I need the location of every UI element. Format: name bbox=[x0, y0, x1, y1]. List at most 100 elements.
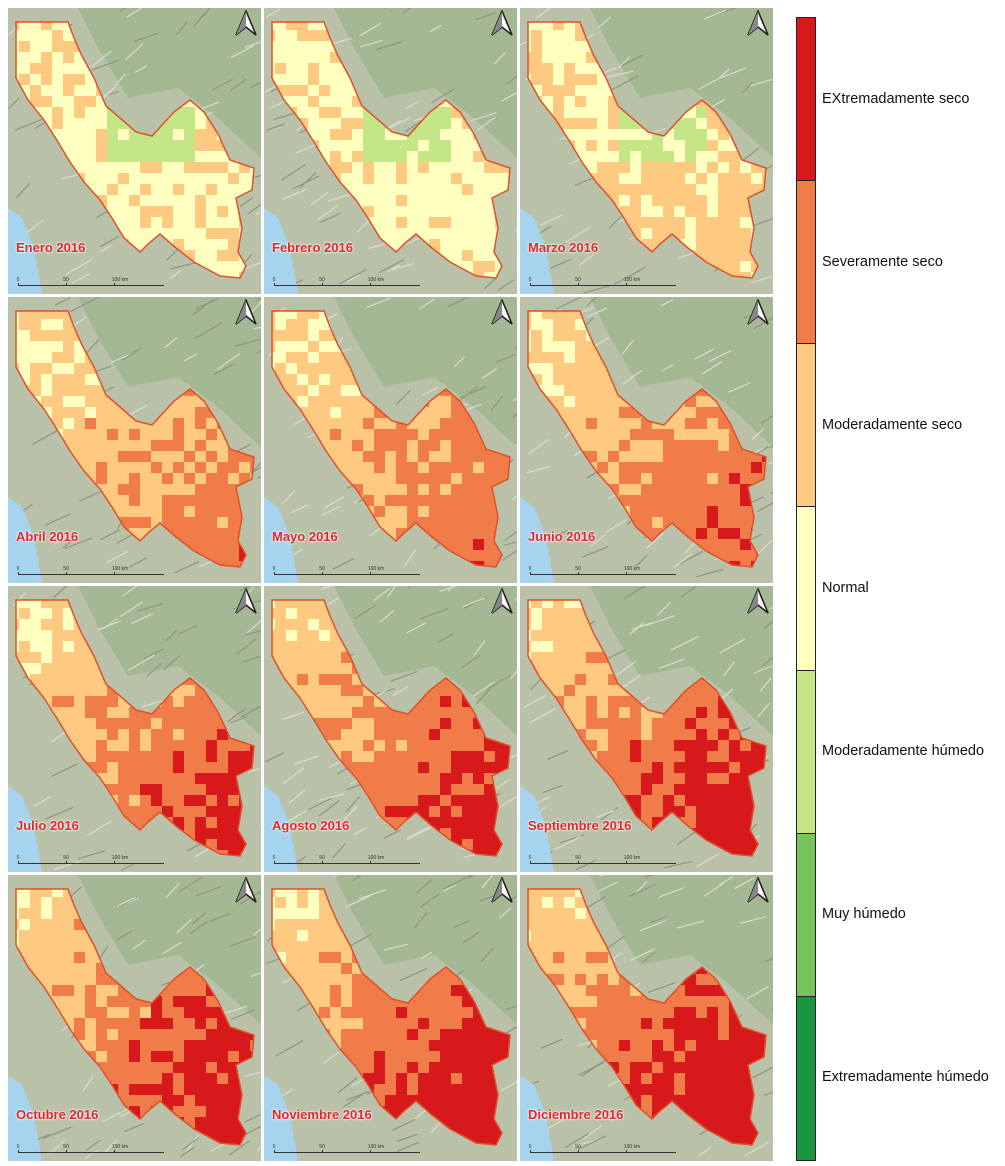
drought-cell bbox=[707, 250, 718, 261]
drought-cell bbox=[184, 107, 195, 118]
scale-tick bbox=[626, 283, 627, 286]
drought-cell bbox=[206, 206, 217, 217]
drought-cell bbox=[718, 462, 729, 473]
drought-cell bbox=[140, 762, 151, 773]
drought-cell bbox=[206, 129, 217, 140]
drought-cell bbox=[195, 517, 206, 528]
drought-cell bbox=[275, 85, 286, 96]
drought-cell bbox=[473, 440, 484, 451]
drought-cell bbox=[297, 652, 308, 663]
drought-cell bbox=[184, 817, 195, 828]
drought-cell bbox=[195, 539, 206, 550]
drought-cell bbox=[206, 473, 217, 484]
drought-cell bbox=[330, 352, 341, 363]
drought-cell bbox=[319, 52, 330, 63]
drought-cell bbox=[718, 239, 729, 250]
drought-cell bbox=[184, 118, 195, 129]
drought-cell bbox=[140, 817, 151, 828]
drought-cell bbox=[30, 608, 41, 619]
relief-line bbox=[437, 633, 454, 643]
drought-cell bbox=[96, 729, 107, 740]
drought-cell bbox=[608, 473, 619, 484]
drought-cell bbox=[228, 195, 239, 206]
panel-month-label: Enero 2016 bbox=[16, 240, 86, 255]
drought-cell bbox=[363, 429, 374, 440]
drought-cell bbox=[473, 462, 484, 473]
drought-cell bbox=[272, 352, 275, 363]
drought-cell bbox=[286, 96, 297, 107]
drought-cell bbox=[407, 451, 418, 462]
relief-line bbox=[593, 336, 610, 348]
drought-cell bbox=[707, 206, 718, 217]
drought-cell bbox=[484, 528, 495, 539]
relief-line bbox=[193, 13, 205, 28]
drought-cell bbox=[418, 228, 429, 239]
drought-cell bbox=[173, 707, 184, 718]
drought-cell bbox=[63, 107, 74, 118]
drought-cell bbox=[729, 151, 740, 162]
drought-cell bbox=[597, 118, 608, 129]
drought-cell bbox=[228, 206, 239, 217]
drought-cell bbox=[707, 506, 718, 517]
drought-cell bbox=[184, 429, 195, 440]
relief-line bbox=[102, 87, 115, 98]
drought-cell bbox=[96, 396, 107, 407]
drought-cell bbox=[173, 407, 184, 418]
drought-cell bbox=[407, 140, 418, 151]
drought-cell bbox=[407, 517, 418, 528]
drought-cell bbox=[319, 118, 330, 129]
drought-cell bbox=[586, 63, 597, 74]
relief-line bbox=[203, 8, 211, 17]
drought-cell bbox=[641, 206, 652, 217]
drought-cell bbox=[275, 619, 286, 630]
drought-cell bbox=[96, 685, 107, 696]
drought-cell bbox=[396, 451, 407, 462]
drought-cell bbox=[217, 173, 228, 184]
relief-line bbox=[578, 253, 595, 267]
drought-cell bbox=[396, 206, 407, 217]
drought-cell bbox=[685, 195, 696, 206]
drought-cell bbox=[16, 641, 19, 652]
relief-line bbox=[97, 620, 122, 631]
drought-cell bbox=[575, 440, 586, 451]
drought-cell bbox=[352, 429, 363, 440]
drought-cell bbox=[107, 740, 118, 751]
drought-cell bbox=[228, 784, 239, 795]
drought-cell bbox=[184, 440, 195, 451]
drought-cell bbox=[52, 641, 63, 652]
drought-cell bbox=[140, 206, 151, 217]
drought-cell bbox=[151, 740, 162, 751]
drought-cell bbox=[564, 407, 575, 418]
drought-cell bbox=[286, 652, 297, 663]
drought-cell bbox=[286, 63, 297, 74]
drought-cell bbox=[363, 162, 374, 173]
drought-cell bbox=[308, 311, 319, 319]
drought-cell bbox=[652, 173, 663, 184]
map-panel: 0 50 100 km Mayo 2016 bbox=[264, 297, 517, 583]
drought-cell bbox=[272, 600, 275, 608]
drought-cell bbox=[63, 319, 74, 330]
drought-cell bbox=[96, 696, 107, 707]
drought-cell bbox=[495, 550, 506, 561]
drought-cell bbox=[707, 462, 718, 473]
drought-cell bbox=[63, 429, 74, 440]
drought-cell bbox=[217, 473, 228, 484]
drought-cell bbox=[575, 311, 586, 319]
drought-cell bbox=[275, 352, 286, 363]
drought-cell bbox=[674, 506, 685, 517]
relief-line bbox=[338, 268, 367, 285]
drought-cell bbox=[228, 561, 239, 567]
drought-cell bbox=[685, 528, 696, 539]
drought-cell bbox=[718, 195, 729, 206]
drought-cell bbox=[685, 462, 696, 473]
drought-cell bbox=[341, 74, 352, 85]
drought-cell bbox=[451, 151, 462, 162]
drought-cell bbox=[729, 506, 740, 517]
drought-cell bbox=[564, 311, 575, 319]
drought-cell bbox=[451, 173, 462, 184]
drought-cell bbox=[206, 784, 217, 795]
drought-cell bbox=[396, 140, 407, 151]
drought-cell bbox=[228, 550, 239, 561]
drought-cell bbox=[462, 239, 473, 250]
drought-cell bbox=[319, 418, 330, 429]
